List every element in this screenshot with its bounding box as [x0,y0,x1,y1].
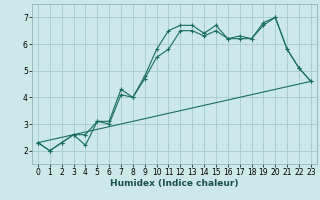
X-axis label: Humidex (Indice chaleur): Humidex (Indice chaleur) [110,179,239,188]
